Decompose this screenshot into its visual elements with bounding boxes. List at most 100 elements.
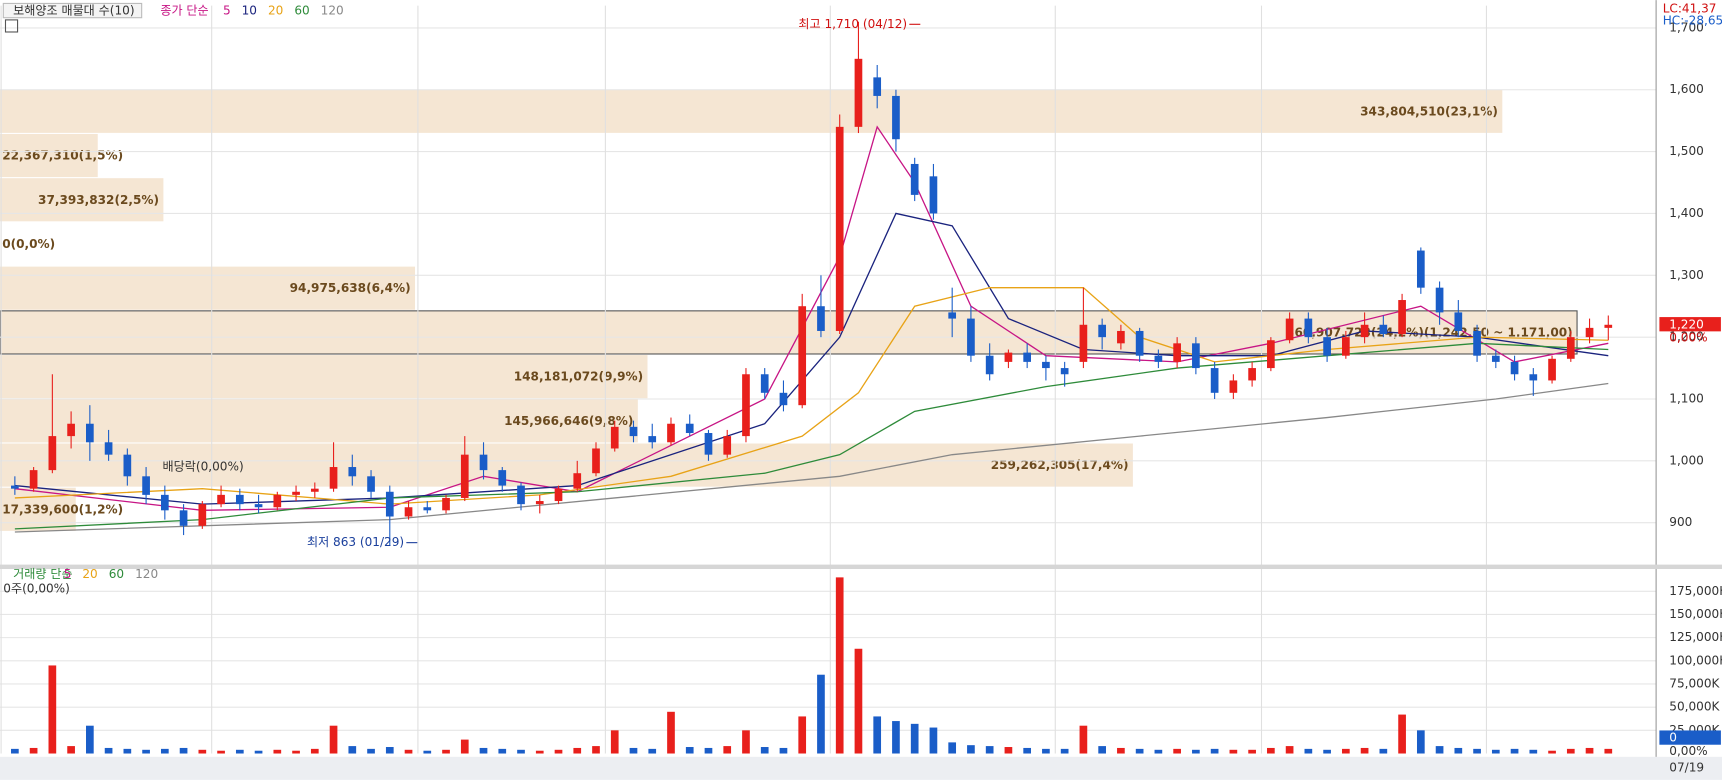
candle-body xyxy=(798,306,807,406)
volume-bar xyxy=(1435,746,1444,754)
y-tick-label: 1,200 xyxy=(1669,330,1704,344)
volume-bar xyxy=(1454,747,1463,754)
profile-label: 94,975,638(6,4%) xyxy=(290,281,411,295)
candle-body xyxy=(1210,368,1219,393)
volume-bar xyxy=(1117,747,1125,754)
candle-body xyxy=(67,423,75,437)
y-tick-label: 1,300 xyxy=(1669,268,1704,282)
y-tick-label: 75,000K xyxy=(1669,676,1720,690)
y-tick-label: 1,400 xyxy=(1669,206,1704,220)
volume-bar xyxy=(873,716,882,754)
candle-body xyxy=(1229,380,1238,393)
y-tick-label: 1,700 xyxy=(1669,20,1704,34)
volume-bar xyxy=(685,747,694,754)
candle-body xyxy=(1510,361,1519,375)
volume-bar xyxy=(254,750,263,754)
volume-bar xyxy=(742,730,750,754)
volume-bar xyxy=(160,748,169,754)
ma-line xyxy=(14,287,1609,505)
candle-body xyxy=(1529,374,1538,381)
last-date: 07/19 xyxy=(1669,760,1704,774)
volume-bar xyxy=(517,749,525,754)
candle-body xyxy=(273,494,282,508)
volume-bar xyxy=(929,727,938,754)
candle-body xyxy=(104,442,113,455)
candle-body xyxy=(1416,250,1425,288)
volume-bar xyxy=(1192,749,1200,754)
candle-body xyxy=(742,374,750,437)
volume-bar xyxy=(1510,748,1519,754)
high-annotation: 최고 1,710 (04/12) xyxy=(798,17,907,31)
y-tick-label: 900 xyxy=(1669,515,1692,529)
volume-bar xyxy=(367,748,375,754)
legend-entry: 60 xyxy=(109,567,124,581)
plot-layer: 17,339,600(1,2%) 259,262,305(17,4%) 145,96… xyxy=(0,5,1722,774)
candle-body xyxy=(48,436,57,471)
volume-bar xyxy=(1098,746,1106,754)
volume-bar xyxy=(573,747,582,754)
volume-bar xyxy=(498,748,507,754)
lc-indicator: LC:41,37 xyxy=(1663,1,1717,15)
volume-bar xyxy=(1342,748,1350,754)
volume-bar xyxy=(704,747,713,754)
candle-body xyxy=(123,454,132,477)
candle-body xyxy=(423,507,432,511)
profile-label: 148,181,072(9,9%) xyxy=(514,370,643,384)
x-axis-band xyxy=(0,756,1722,780)
candle-body xyxy=(86,423,94,443)
candle-body xyxy=(685,423,694,434)
volume-bar xyxy=(460,739,469,754)
volume-bar xyxy=(348,746,357,754)
profile-label: 17,339,600(1,2%) xyxy=(2,502,123,516)
y-tick-label: 1,500 xyxy=(1669,144,1704,158)
y-tick-label: 100,000K xyxy=(1669,653,1722,667)
volume-bar xyxy=(1173,748,1181,754)
profile-label: 0(0,0%) xyxy=(2,237,55,251)
volume-bar xyxy=(854,648,863,754)
candle-body xyxy=(1491,355,1500,362)
volume-legend: 5 20 60 120 xyxy=(64,567,158,581)
legend-entry: 60 xyxy=(294,4,309,18)
volume-bar xyxy=(817,674,825,754)
grid-icon[interactable] xyxy=(4,19,19,33)
current-change: 0,00% xyxy=(1669,330,1707,344)
candle-body xyxy=(479,454,488,471)
y-tick-label: 50,000K xyxy=(1669,700,1720,714)
candle-body xyxy=(535,501,544,505)
y-tick-label: 1,000 xyxy=(1669,453,1704,467)
profile-label: 343,804,510(23,1%) xyxy=(1360,104,1498,118)
volume-bar xyxy=(835,577,844,754)
volume-status: 0주(0,00%) xyxy=(3,581,70,595)
volume-bar xyxy=(1267,747,1275,754)
legend-entry: 120 xyxy=(321,4,344,18)
volume-bar xyxy=(48,665,57,754)
volume-bar xyxy=(179,747,188,754)
volume-bar xyxy=(329,725,338,754)
candle-body xyxy=(723,436,732,455)
candle-body xyxy=(179,510,188,526)
current-volume-label: 0 xyxy=(1669,731,1677,745)
candle-body xyxy=(1360,324,1369,338)
candle-body xyxy=(254,504,263,508)
candle-body xyxy=(160,494,169,511)
candle-body xyxy=(1548,358,1556,381)
ma-line xyxy=(14,342,1609,530)
volume-bar xyxy=(1135,748,1144,754)
volume-bar xyxy=(1042,748,1050,754)
candle-body xyxy=(892,95,900,140)
volume-bar xyxy=(1210,748,1219,754)
profile-bar xyxy=(0,133,98,178)
candle-body xyxy=(1248,368,1256,381)
candle-body xyxy=(910,163,919,195)
candle-body xyxy=(592,448,600,474)
profile-label: 22,367,310(1,5%) xyxy=(2,149,123,163)
legend: 5 10 20 60 120 xyxy=(223,4,344,18)
volume-bar xyxy=(667,711,675,754)
profile-bar xyxy=(0,355,648,399)
volume-bar xyxy=(1285,746,1294,754)
candle-body xyxy=(1585,327,1594,338)
ma-line xyxy=(14,212,1609,505)
volume-bar xyxy=(910,723,919,754)
candle-body xyxy=(1060,368,1069,375)
candle-body xyxy=(1566,337,1575,359)
